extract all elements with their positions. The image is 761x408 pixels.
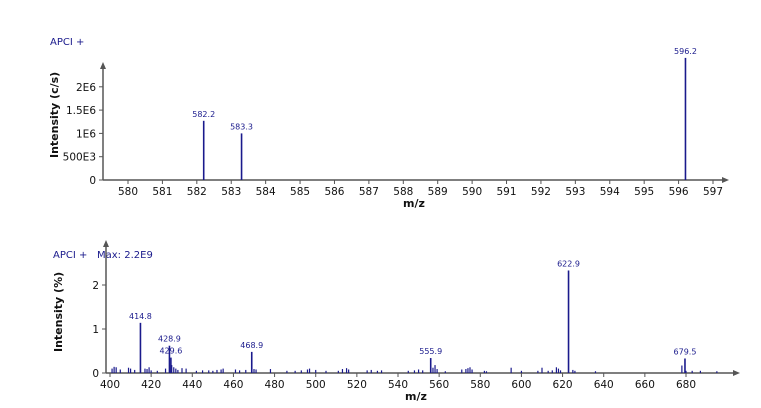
top-title: APCI + xyxy=(50,37,84,48)
x-tick-label: 400 xyxy=(100,379,120,391)
peak-label: 555.9 xyxy=(419,347,442,356)
x-tick-label: 584 xyxy=(256,186,276,198)
peak-label: 583.3 xyxy=(230,122,253,131)
x-tick-label: 583 xyxy=(221,186,241,198)
bottom-chart: 400 420 440 460 480 500 520 540 560 580 600 620 640 6… xyxy=(92,240,740,391)
bottom-subtitle: Max: 2.2E9 xyxy=(97,250,153,261)
x-tick-label: 589 xyxy=(428,186,448,198)
y-axis-arrow xyxy=(103,240,109,247)
peak-label: 428.9 xyxy=(158,335,181,344)
y-tick-label: 2E6 xyxy=(76,82,96,94)
x-tick-label: 640 xyxy=(594,379,614,391)
peak-label: 429.6 xyxy=(159,347,182,356)
x-tick-label: 600 xyxy=(511,379,531,391)
x-tick-label: 588 xyxy=(393,186,413,198)
x-tick-label: 581 xyxy=(152,186,172,198)
peak-label: 468.9 xyxy=(240,341,263,350)
x-tick-label: 597 xyxy=(703,186,723,198)
peak-label: 679.5 xyxy=(674,347,697,356)
x-tick-label: 520 xyxy=(347,379,367,391)
x-tick-label: 660 xyxy=(635,379,655,391)
peak-label: 414.8 xyxy=(129,312,152,321)
top-ylabel: Intensity (c/s) xyxy=(48,72,61,158)
x-tick-label: 540 xyxy=(388,379,408,391)
x-tick-label: 560 xyxy=(429,379,449,391)
top-xlabel: m/z xyxy=(403,197,425,210)
y-tick-label: 0 xyxy=(89,175,96,187)
y-tick-label: 1 xyxy=(92,324,99,336)
x-tick-label: 595 xyxy=(634,186,654,198)
x-tick-label: 500 xyxy=(306,379,326,391)
x-tick-label: 582 xyxy=(187,186,207,198)
x-tick-label: 585 xyxy=(290,186,310,198)
y-tick-label: 1E6 xyxy=(76,128,96,140)
x-tick-label: 620 xyxy=(553,379,573,391)
x-tick-label: 420 xyxy=(141,379,161,391)
x-tick-label: 680 xyxy=(676,379,696,391)
y-tick-label: 500E3 xyxy=(63,152,96,164)
x-tick-label: 586 xyxy=(324,186,344,198)
peak-label: 582.2 xyxy=(192,110,215,119)
x-tick-label: 480 xyxy=(265,379,285,391)
x-tick-label: 460 xyxy=(223,379,243,391)
peak-label: 622.9 xyxy=(557,259,580,268)
y-tick-label: 0 xyxy=(92,368,99,380)
x-tick-label: 591 xyxy=(497,186,517,198)
y-axis-arrow xyxy=(100,62,106,69)
x-tick-label: 593 xyxy=(565,186,585,198)
x-tick-label: 587 xyxy=(359,186,379,198)
bottom-title: APCI + xyxy=(53,250,87,261)
y-tick-label: 2 xyxy=(92,280,99,292)
peak-label: 596.2 xyxy=(674,47,697,56)
x-axis-arrow xyxy=(733,370,740,376)
x-tick-label: 590 xyxy=(462,186,482,198)
x-axis-arrow xyxy=(722,177,729,183)
bottom-xlabel: m/z xyxy=(405,390,427,403)
bottom-ylabel: Intensity (%) xyxy=(52,272,65,352)
x-tick-label: 580 xyxy=(118,186,138,198)
top-chart: 580 581 582 583 584 585 586 587 588 589 590 591 592 5… xyxy=(63,47,729,198)
x-tick-label: 594 xyxy=(600,186,620,198)
x-tick-label: 440 xyxy=(182,379,202,391)
x-tick-label: 596 xyxy=(669,186,689,198)
x-tick-label: 592 xyxy=(531,186,551,198)
y-tick-label: 1.5E6 xyxy=(66,105,96,117)
x-tick-label: 580 xyxy=(470,379,490,391)
